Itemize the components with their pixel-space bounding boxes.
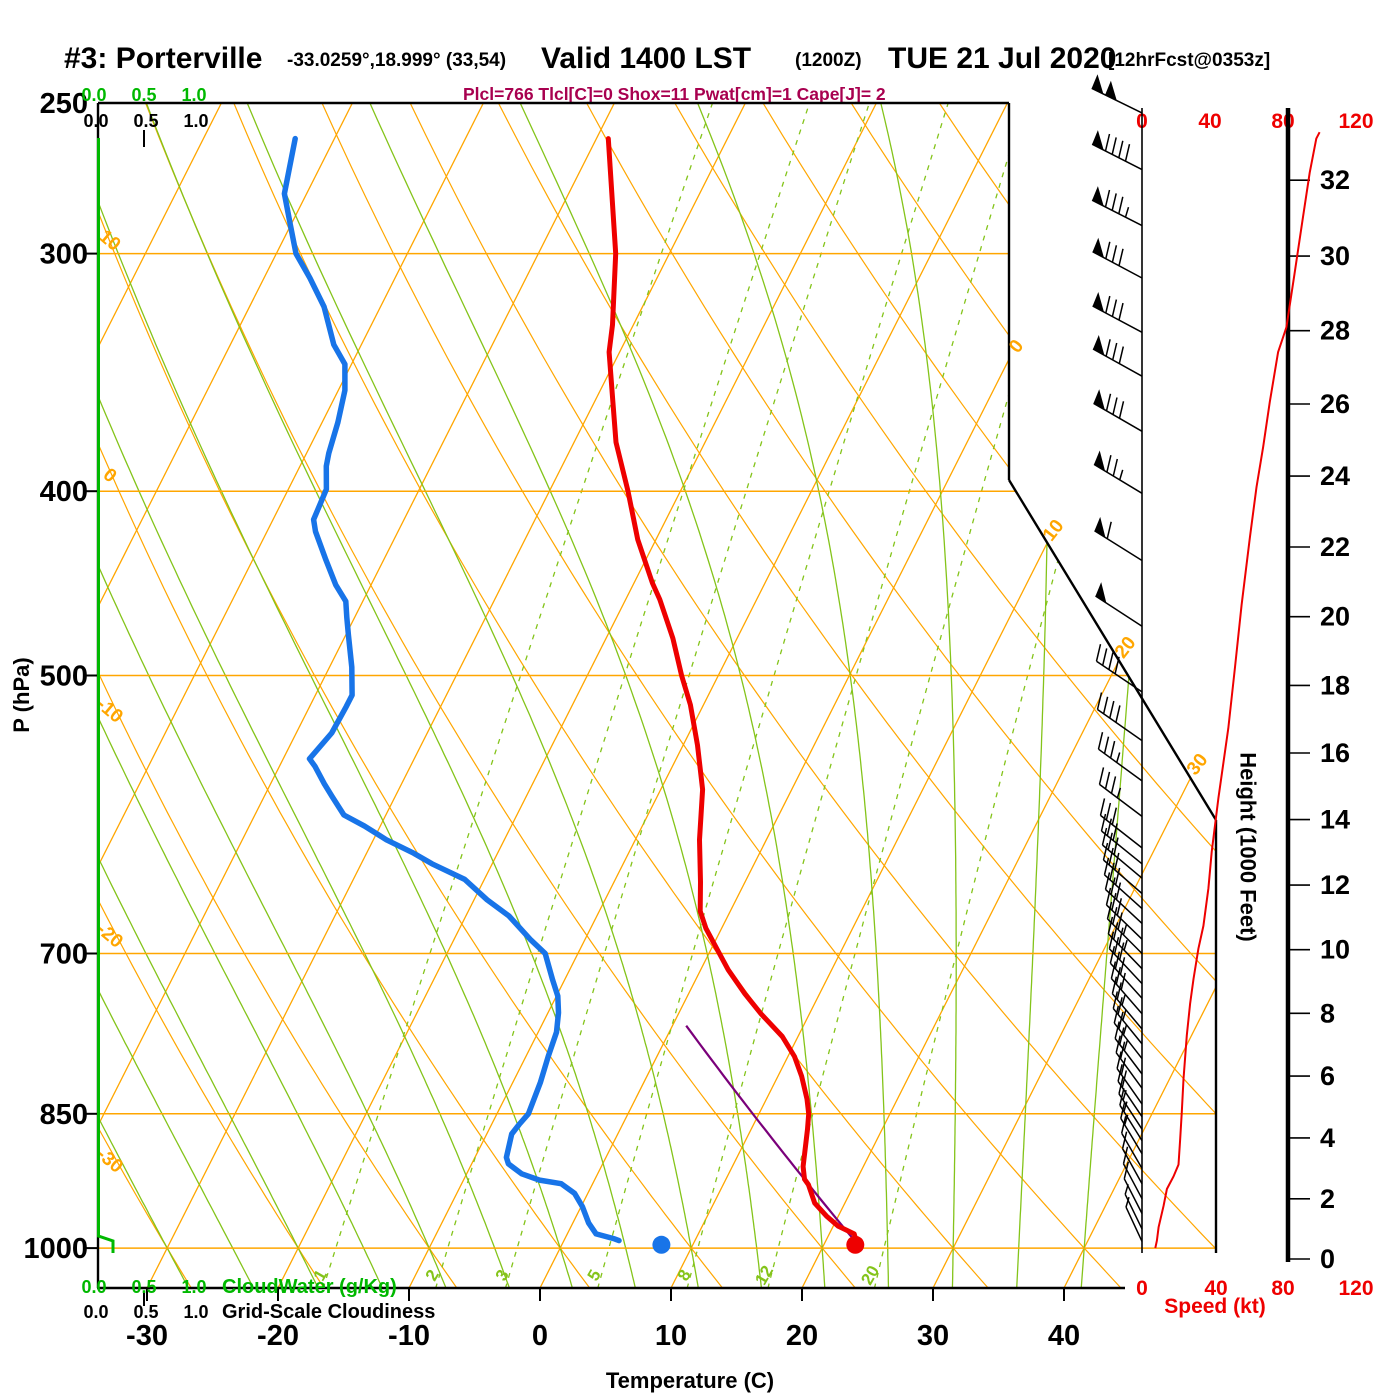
svg-text:-30: -30 [126,1320,168,1352]
svg-text:20: 20 [786,1320,818,1352]
svg-text:850: 850 [40,1099,88,1131]
svg-text:80: 80 [1271,110,1294,133]
svg-text:0: 0 [1136,1277,1148,1300]
svg-text:500: 500 [40,661,88,693]
svg-text:2: 2 [1320,1184,1335,1214]
speed-axis-ticks: 0 0 40 40 80 80 120 120 [1136,110,1373,1300]
svg-text:26: 26 [1320,389,1350,419]
dewpoint-curve [281,135,622,1244]
svg-text:0.5: 0.5 [131,1277,156,1297]
svg-text:120: 120 [1338,1277,1373,1300]
cloud-scales: 0.0 0.0 0.0 0.0 0.5 0.5 0.5 0.5 1.0 1.0 1.0 1.0 Clou… [81,85,435,1323]
svg-text:6: 6 [1320,1061,1335,1091]
svg-text:250: 250 [40,88,88,120]
svg-text:0: 0 [1320,1244,1335,1274]
svg-text:18: 18 [1320,670,1350,700]
svg-text:1.0: 1.0 [183,1302,208,1322]
svg-text:300: 300 [40,239,88,271]
svg-text:CloudWater (g/Kg): CloudWater (g/Kg) [222,1276,397,1298]
svg-text:10: 10 [655,1320,687,1352]
station-coords: -33.0259°,18.999° (33,54) [287,50,507,71]
station-title: #3: Porterville [64,42,263,75]
background-grid [98,103,1216,1288]
svg-text:80: 80 [1271,1277,1294,1300]
svg-text:1.0: 1.0 [181,1277,206,1297]
svg-text:1000: 1000 [23,1233,88,1265]
svg-text:0.0: 0.0 [83,111,108,131]
svg-text:30: 30 [917,1320,949,1352]
svg-text:8: 8 [1320,998,1335,1028]
svg-text:1.0: 1.0 [181,85,206,105]
svg-text:8: 8 [674,1266,695,1284]
speed-curve [1154,131,1321,1249]
svg-text:12: 12 [1320,870,1350,900]
svg-text:14: 14 [1320,805,1350,835]
svg-text:10: 10 [1320,935,1350,965]
svg-text:28: 28 [1320,316,1350,346]
svg-text:700: 700 [40,938,88,970]
cloudwater-profile [97,138,115,1253]
zulu-time: (1200Z) [795,50,862,71]
svg-text:10: 10 [1039,516,1069,546]
svg-text:0.5: 0.5 [131,85,156,105]
svg-text:4: 4 [1320,1123,1335,1153]
height-axis-label: Height (1000 Feet) [1235,752,1261,942]
parcel-curve [685,1025,859,1246]
temperature-curve [605,136,859,1245]
surface-dewpoint-dot [652,1235,671,1254]
svg-text:-20: -20 [257,1320,299,1352]
temperature-axis-label: Temperature (C) [605,1368,775,1393]
svg-text:0.0: 0.0 [83,1302,108,1322]
svg-text:16: 16 [1320,738,1350,768]
sounding-indices: Plcl=766 Tlcl[C]=0 Shox=11 Pwat[cm]=1 Ca… [463,84,886,104]
svg-text:0: 0 [532,1320,548,1352]
svg-text:2: 2 [422,1266,443,1284]
svg-text:0.5: 0.5 [133,111,158,131]
surface-temperature-dot [846,1235,865,1254]
valid-time: Valid 1400 LST [541,42,752,75]
svg-text:-10: -10 [388,1320,430,1352]
svg-text:20: 20 [1320,602,1350,632]
svg-text:22: 22 [1320,532,1350,562]
valid-date: TUE 21 Jul 2020 [888,42,1117,75]
svg-text:32: 32 [1320,165,1350,195]
svg-text:1.0: 1.0 [183,111,208,131]
svg-text:120: 120 [1338,110,1373,133]
svg-text:400: 400 [40,476,88,508]
forecast-tag: [12hrFcst@0353z] [1108,50,1271,71]
temperature-axis: -30 -20 -10 0 10 20 30 40 [126,1288,1080,1352]
svg-text:Grid-Scale Cloudiness: Grid-Scale Cloudiness [222,1301,435,1323]
svg-text:40: 40 [1204,1277,1227,1300]
svg-text:20: 20 [1111,633,1141,663]
pressure-axis: 250 300 400 500 700 850 1000 [23,88,98,1265]
pressure-axis-label: P (hPa) [9,657,34,733]
svg-text:24: 24 [1320,461,1350,491]
svg-text:0.0: 0.0 [81,85,106,105]
svg-text:0.5: 0.5 [133,1302,158,1322]
svg-text:40: 40 [1198,110,1221,133]
speed-axis-label: Speed (kt) [1164,1295,1266,1318]
svg-text:30: 30 [1320,241,1350,271]
svg-text:5: 5 [584,1266,605,1284]
svg-text:40: 40 [1048,1320,1080,1352]
svg-text:0: 0 [99,464,121,487]
svg-text:0.0: 0.0 [81,1277,106,1297]
wind-barbs [1091,74,1143,1242]
